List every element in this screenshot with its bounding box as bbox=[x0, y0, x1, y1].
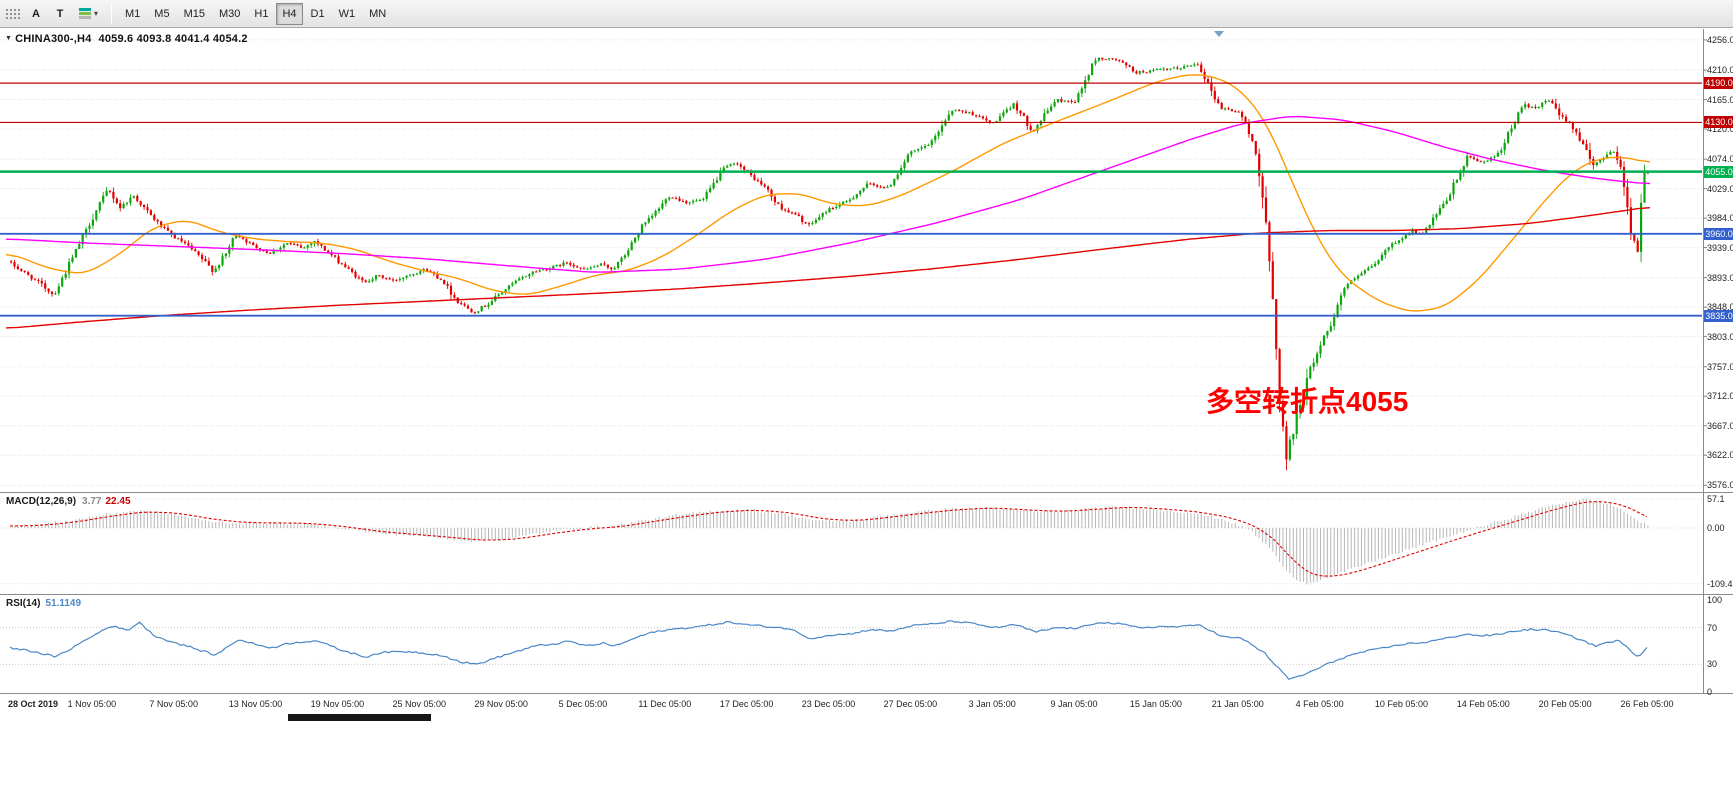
time-tick-label: 19 Nov 05:00 bbox=[310, 699, 365, 709]
price-level-badge: 4190.0 bbox=[1704, 77, 1733, 90]
price-tick-label: 3622.0 bbox=[1707, 450, 1733, 461]
price-tick-label: 3939.0 bbox=[1707, 242, 1733, 253]
timeframe-button-mn[interactable]: MN bbox=[363, 3, 392, 25]
horizontal-scrollbar[interactable] bbox=[0, 714, 1704, 722]
timeframe-button-m1[interactable]: M1 bbox=[119, 3, 146, 25]
chart-shift-marker bbox=[1214, 31, 1224, 37]
rsi-tick-label: 70 bbox=[1707, 622, 1718, 633]
time-tick-label: 15 Jan 05:00 bbox=[1129, 699, 1182, 709]
scrollbar-thumb[interactable] bbox=[288, 714, 431, 721]
symbol-dropdown-icon[interactable]: ▼ bbox=[5, 35, 13, 42]
chart-window: ▼ CHINA300-,H4 4059.6 4093.8 4041.4 4054.2… bbox=[0, 29, 1733, 798]
time-tick-label: 25 Nov 05:00 bbox=[392, 699, 447, 709]
label-tool-button[interactable]: A bbox=[25, 3, 47, 25]
price-level-badge: 3835.0 bbox=[1704, 309, 1733, 322]
text-tool-button[interactable]: T bbox=[49, 3, 71, 25]
macd-tick-label: 57.1 bbox=[1707, 493, 1725, 504]
price-tick-label: 4256.0 bbox=[1707, 34, 1733, 45]
time-tick-label: 13 Nov 05:00 bbox=[228, 699, 283, 709]
time-tick-label: 10 Feb 05:00 bbox=[1374, 699, 1428, 709]
price-tick-label: 4074.0 bbox=[1707, 154, 1733, 165]
time-tick-label: 29 Nov 05:00 bbox=[474, 699, 528, 709]
symbol-period-label: CHINA300-,H4 bbox=[15, 33, 92, 45]
time-tick-label: 3 Jan 05:00 bbox=[968, 699, 1016, 709]
price-axis[interactable]: 4256.0 4210.0 4165.0 4120.0 4074.0 4029.0 3984… bbox=[1704, 29, 1733, 697]
timeframe-button-w1[interactable]: W1 bbox=[333, 3, 362, 25]
price-tick-label: 3712.0 bbox=[1707, 391, 1733, 402]
time-tick-label: 23 Dec 05:00 bbox=[801, 699, 856, 709]
macd-signal-value: 22.45 bbox=[105, 496, 131, 507]
toolbar-grip-icon[interactable] bbox=[4, 6, 20, 21]
timeframe-button-m30[interactable]: M30 bbox=[213, 3, 246, 25]
time-tick-label: 5 Dec 05:00 bbox=[558, 699, 608, 709]
time-tick-label: 28 Oct 2019 bbox=[8, 699, 59, 709]
time-tick-label: 11 Dec 05:00 bbox=[638, 699, 692, 709]
time-tick-label: 17 Dec 05:00 bbox=[719, 699, 774, 709]
colors-icon bbox=[79, 8, 91, 19]
price-tick-label: 3984.0 bbox=[1707, 213, 1733, 224]
rsi-value: 51.1149 bbox=[45, 598, 82, 609]
timeframe-group: M1 M5 M15 M30 H1 H4 D1 W1 MN bbox=[119, 2, 392, 25]
timeframe-button-h1[interactable]: H1 bbox=[248, 3, 274, 25]
time-tick-label: 26 Feb 05:00 bbox=[1620, 699, 1674, 709]
price-tick-label: 3803.0 bbox=[1707, 331, 1733, 342]
price-chart-canvas[interactable] bbox=[0, 29, 1733, 694]
macd-tick-label: -109.43 bbox=[1707, 578, 1733, 589]
time-tick-label: 20 Feb 05:00 bbox=[1538, 699, 1592, 709]
time-tick-label: 14 Feb 05:00 bbox=[1456, 699, 1510, 709]
rsi-tick-label: 30 bbox=[1707, 659, 1718, 670]
chevron-down-icon: ▾ bbox=[94, 8, 99, 18]
price-tick-label: 4029.0 bbox=[1707, 183, 1733, 194]
chart-toolbar: A T ▾ M1 M5 M15 M30 H1 H4 D1 W1 MN bbox=[0, 0, 1733, 28]
time-tick-label: 1 Nov 05:00 bbox=[67, 699, 117, 709]
price-tick-label: 3848.0 bbox=[1707, 302, 1733, 313]
price-tick-label: 3893.0 bbox=[1707, 272, 1733, 283]
price-tick-label: 4165.0 bbox=[1707, 94, 1733, 105]
rsi-indicator-title: RSI(14) 51.1149 bbox=[6, 598, 81, 609]
chart-annotation-text: 多空转折点4055 bbox=[1206, 386, 1409, 417]
chart-header: ▼ CHINA300-,H4 4059.6 4093.8 4041.4 4054.2 bbox=[5, 33, 248, 45]
time-tick-label: 4 Feb 05:00 bbox=[1295, 699, 1344, 709]
rsi-label: RSI(14) bbox=[6, 598, 41, 609]
price-level-badge: 4130.0 bbox=[1704, 116, 1733, 129]
price-tick-label: 4120.0 bbox=[1707, 124, 1733, 134]
timeframe-button-d1[interactable]: D1 bbox=[305, 3, 331, 25]
price-tick-label: 3757.0 bbox=[1707, 361, 1733, 372]
rsi-tick-label: 100 bbox=[1707, 595, 1723, 605]
macd-indicator-title: MACD(12,26,9) 3.77 22.45 bbox=[6, 496, 131, 507]
time-tick-label: 21 Jan 05:00 bbox=[1211, 699, 1264, 709]
macd-main-value: 3.77 bbox=[82, 496, 102, 507]
timeframe-button-m5[interactable]: M5 bbox=[148, 3, 175, 25]
price-tick-label: 4210.0 bbox=[1707, 65, 1733, 76]
price-tick-label: 3667.0 bbox=[1707, 420, 1733, 431]
time-axis[interactable]: 28 Oct 2019 1 Nov 05:00 7 Nov 05:00 13 Nov … bbox=[0, 695, 1704, 713]
price-level-badge: 4055.0 bbox=[1704, 165, 1733, 178]
macd-label: MACD(12,26,9) bbox=[6, 496, 77, 507]
ohlc-values: 4059.6 4093.8 4041.4 4054.2 bbox=[98, 33, 248, 45]
time-tick-label: 7 Nov 05:00 bbox=[149, 699, 198, 709]
colors-dropdown-button[interactable]: ▾ bbox=[73, 3, 104, 25]
macd-tick-label: 0.00 bbox=[1707, 523, 1725, 533]
time-tick-label: 9 Jan 05:00 bbox=[1050, 699, 1098, 709]
time-tick-label: 27 Dec 05:00 bbox=[883, 699, 938, 709]
price-tick-label: 3576.0 bbox=[1707, 480, 1733, 491]
price-level-badge: 3960.0 bbox=[1704, 227, 1733, 240]
toolbar-separator bbox=[111, 3, 113, 24]
timeframe-button-h4[interactable]: H4 bbox=[276, 2, 303, 25]
rsi-tick-label: 0 bbox=[1707, 687, 1713, 697]
timeframe-button-m15[interactable]: M15 bbox=[178, 3, 211, 25]
